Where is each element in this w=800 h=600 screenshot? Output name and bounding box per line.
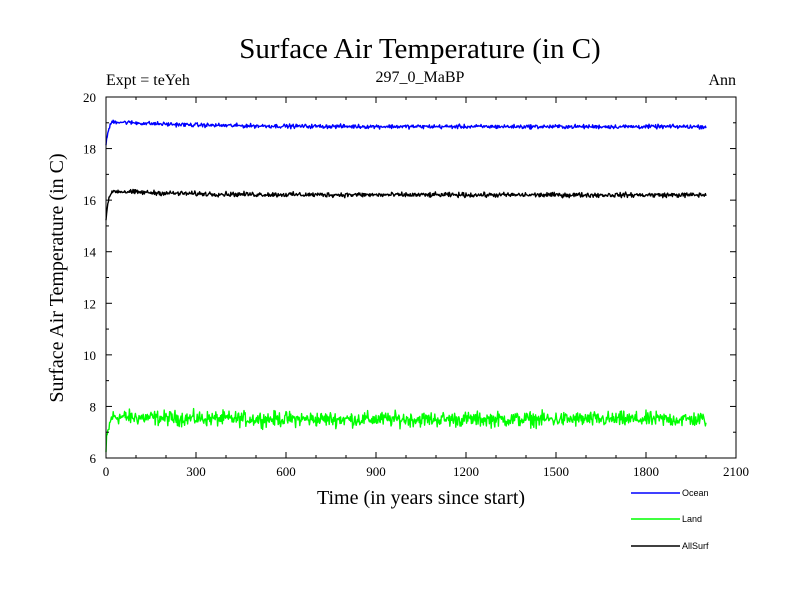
legend: Ocean Land AllSurf	[631, 488, 709, 551]
legend-label-land: Land	[682, 514, 702, 524]
y-tick-label: 18	[83, 142, 96, 157]
x-tick-label: 1800	[633, 464, 659, 479]
series-line-allsurf	[105, 188, 707, 221]
legend-label-ocean: Ocean	[682, 488, 709, 498]
y-tick-label: 8	[90, 399, 97, 414]
y-tick-label: 12	[83, 296, 96, 311]
x-tick-label: 2100	[723, 464, 749, 479]
x-tick-label: 600	[276, 464, 296, 479]
plot-frame	[105, 96, 737, 459]
series-line-land	[105, 407, 707, 453]
chart-title: Surface Air Temperature (in C)	[239, 33, 600, 65]
period-label: 297_0_MaBP	[376, 69, 465, 86]
x-axis: 0 300 600 900 1200 1500 1800 2100	[103, 97, 749, 479]
y-tick-label: 10	[83, 348, 96, 363]
y-tick-label: 16	[83, 193, 97, 208]
y-tick-label: 20	[83, 90, 96, 105]
x-tick-label: 900	[366, 464, 386, 479]
y-axis: 6 8 10 12 14 16 18 20	[83, 90, 736, 466]
plot-lines	[105, 119, 707, 453]
x-tick-label: 300	[186, 464, 206, 479]
legend-label-allsurf: AllSurf	[682, 541, 709, 551]
season-label: Ann	[708, 72, 736, 89]
y-tick-label: 6	[90, 451, 97, 466]
x-tick-label: 1200	[453, 464, 479, 479]
series-line-ocean	[105, 119, 707, 146]
y-tick-label: 14	[83, 245, 97, 260]
x-axis-label: Time (in years since start)	[317, 487, 525, 509]
x-tick-label: 0	[103, 464, 110, 479]
y-axis-label: Surface Air Temperature (in C)	[46, 153, 68, 402]
x-tick-label: 1500	[543, 464, 569, 479]
experiment-label: Expt = teYeh	[106, 72, 190, 89]
